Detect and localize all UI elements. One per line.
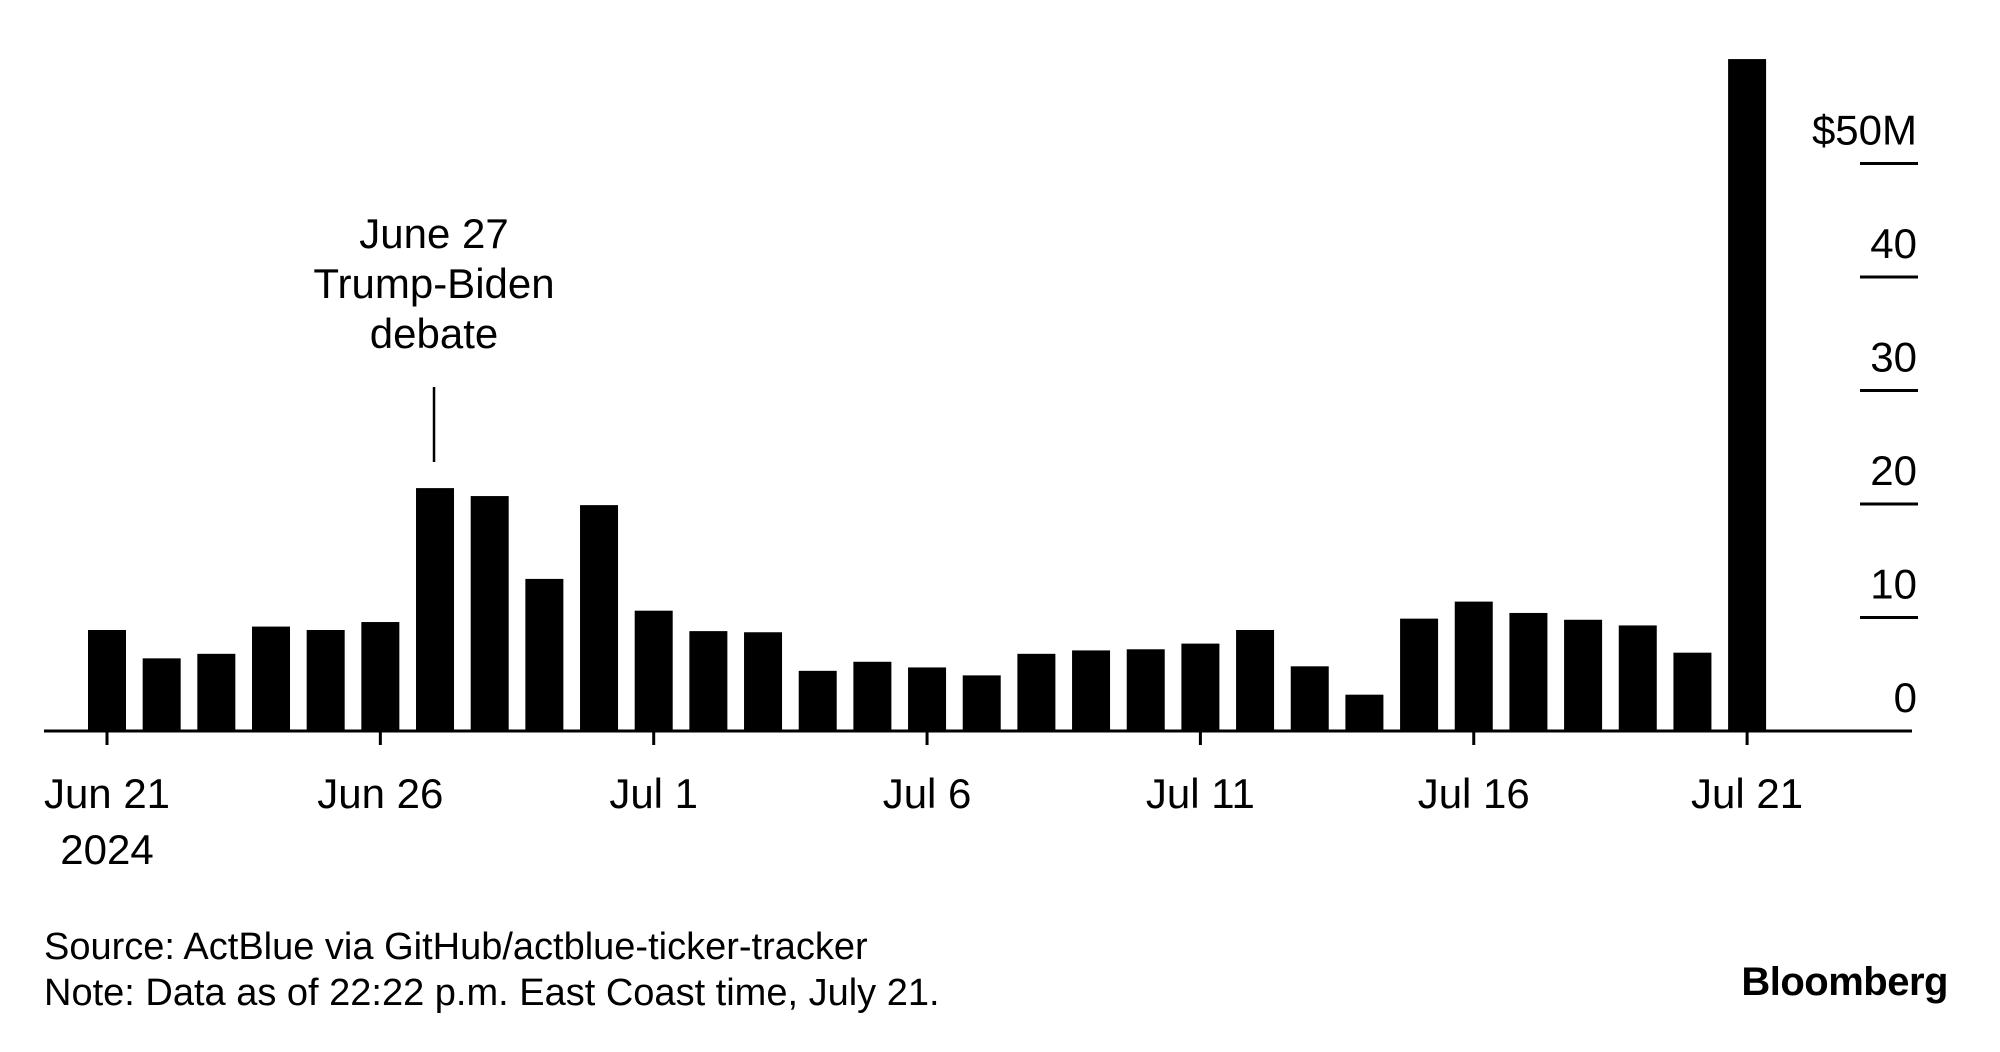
x-tick-label-jun-26: Jun 26 — [317, 770, 443, 817]
annotation-line-3: debate — [370, 310, 498, 357]
bar-jul-8 — [1017, 653, 1056, 731]
bars — [88, 59, 1767, 732]
bar-jun-24 — [252, 626, 291, 731]
bar-jun-30 — [580, 505, 619, 731]
bar-jun-22 — [142, 658, 181, 731]
bar-jul-20 — [1673, 652, 1712, 731]
bar-jul-13 — [1290, 666, 1329, 731]
y-tick-label-0: 0 — [1894, 674, 1917, 721]
bar-jul-18 — [1564, 619, 1603, 731]
x-tick-label-jul-1: Jul 1 — [609, 770, 698, 817]
bar-jun-23 — [197, 653, 236, 731]
bar-jun-25 — [306, 629, 345, 732]
bar-jul-2 — [689, 631, 728, 731]
source-note: Source: ActBlue via GitHub/actblue-ticke… — [44, 926, 868, 968]
y-tick-label-20: 20 — [1870, 447, 1917, 494]
bar-jul-12 — [1236, 629, 1275, 732]
bar-jun-28 — [470, 496, 509, 731]
bloomberg-logo: Bloomberg — [1741, 960, 1948, 1004]
bar-jul-21 — [1728, 59, 1767, 731]
y-tick-label-10: 10 — [1870, 561, 1917, 608]
x-tick-label-jul-16: Jul 16 — [1418, 770, 1530, 817]
bar-jul-6 — [908, 667, 947, 731]
bar-jun-27 — [416, 488, 455, 731]
bar-jul-10 — [1126, 649, 1165, 731]
bar-jul-15 — [1400, 618, 1439, 731]
bar-jul-3 — [744, 632, 783, 731]
x-tick-label-jul-21: Jul 21 — [1691, 770, 1803, 817]
bar-jun-26 — [361, 622, 400, 731]
x-axis: Jun 21 Jun 26 Jul 1 Jul 6 Jul 11 Jul 16 Jul 21… — [44, 731, 1803, 873]
x-year-label: 2024 — [60, 826, 153, 873]
annotation-line-1: June 27 — [359, 210, 508, 257]
y-tick-label-30: 30 — [1870, 334, 1917, 381]
bar-jun-29 — [525, 578, 564, 731]
annotation-line-2: Trump-Biden — [313, 260, 554, 307]
bar-jul-5 — [853, 661, 892, 731]
y-axis: 0 10 20 30 40 $50M — [1812, 107, 1918, 721]
x-tick-label-jul-6: Jul 6 — [883, 770, 972, 817]
bar-jul-14 — [1345, 694, 1384, 731]
x-tick-label-jul-11: Jul 11 — [1146, 770, 1255, 817]
bar-jun-21 — [88, 629, 126, 732]
bar-jul-7 — [962, 675, 1001, 731]
data-note: Note: Data as of 22:22 p.m. East Coast t… — [44, 972, 940, 1014]
y-tick-label-40: 40 — [1870, 220, 1917, 267]
bar-jul-11 — [1181, 643, 1220, 731]
bar-jul-1 — [634, 610, 673, 731]
bar-jul-4 — [798, 670, 837, 731]
bar-jul-9 — [1072, 650, 1111, 731]
x-tick-label-jun-21: Jun 21 — [44, 770, 170, 817]
bar-jul-17 — [1509, 612, 1548, 731]
bar-jul-16 — [1454, 601, 1493, 731]
y-tick-label-50: $50M — [1812, 107, 1917, 154]
bar-jul-19 — [1618, 625, 1657, 731]
